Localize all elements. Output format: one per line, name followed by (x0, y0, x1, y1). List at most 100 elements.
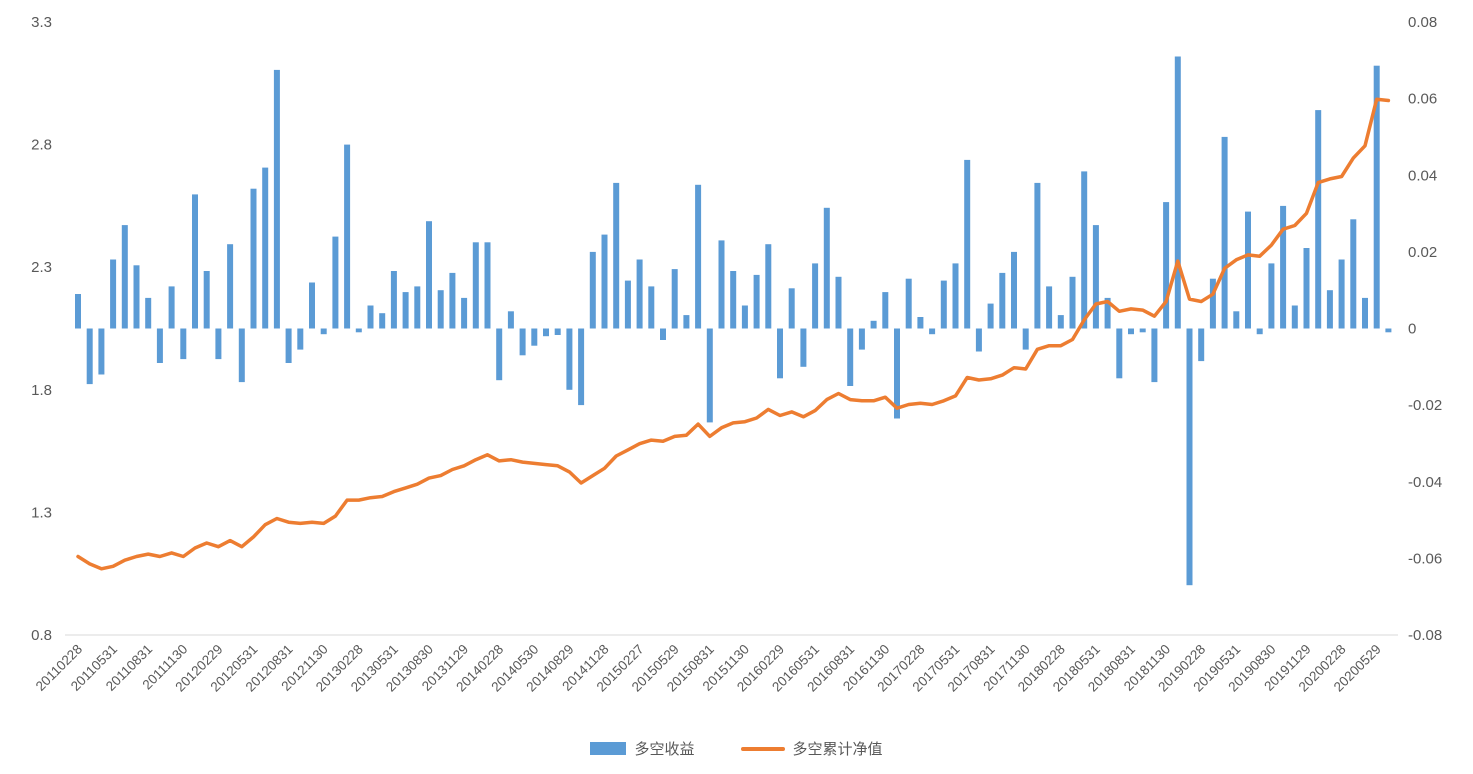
bar-40 (543, 328, 549, 337)
bar-105 (1303, 248, 1310, 329)
bar-68 (870, 320, 877, 329)
bar-103 (1280, 205, 1287, 329)
bar-62 (800, 328, 807, 367)
bar-89 (1116, 328, 1123, 379)
bar-75 (952, 263, 959, 329)
bar-37 (507, 311, 514, 329)
bar-15 (250, 188, 257, 329)
legend-item-line-series: 多空累计净值 (740, 738, 883, 759)
bar-57 (741, 305, 748, 329)
bar-90 (1128, 328, 1134, 335)
bar-36 (496, 328, 503, 381)
bar-98 (1221, 136, 1228, 329)
bar-109 (1350, 219, 1357, 329)
bar-67 (858, 328, 865, 350)
bar-0 (75, 294, 81, 329)
bar-5 (133, 265, 140, 329)
bar-46 (613, 182, 620, 329)
bar-31 (437, 290, 444, 329)
bar-87 (1092, 225, 1099, 329)
bar-21 (320, 328, 327, 335)
left-axis-tick-label: 1.8 (31, 382, 52, 399)
bar-38 (519, 328, 526, 356)
bar-33 (461, 297, 468, 329)
bar-55 (718, 240, 725, 329)
bar-100 (1245, 211, 1251, 329)
bar-86 (1081, 171, 1088, 329)
bar-53 (695, 184, 702, 329)
bar-4 (121, 225, 128, 329)
bar-59 (765, 244, 772, 329)
bar-81 (1022, 328, 1029, 350)
bar-48 (636, 259, 643, 329)
right-axis-tick-label: 0.08 (1408, 14, 1437, 31)
bar-99 (1233, 311, 1240, 329)
left-axis-tick-label: 2.8 (31, 137, 52, 154)
left-axis-tick-label: 2.3 (31, 259, 52, 276)
bar-20 (309, 282, 315, 329)
legend-label-line-series: 多空累计净值 (792, 741, 883, 758)
bar-35 (484, 242, 491, 329)
legend: 多空收益 多空累计净值 (0, 738, 1473, 759)
bar-26 (379, 313, 386, 329)
bar-56 (730, 271, 737, 329)
bar-79 (999, 272, 1006, 329)
bar-104 (1291, 305, 1298, 329)
bar-51 (671, 269, 678, 329)
bar-39 (531, 328, 538, 346)
right-axis-tick-label: 0.04 (1408, 167, 1437, 184)
bar-77 (975, 328, 982, 352)
bar-52 (683, 315, 690, 329)
bar-23 (344, 144, 351, 329)
bar-49 (648, 286, 655, 329)
bar-101 (1256, 328, 1263, 335)
right-axis-tick-label: -0.02 (1408, 397, 1442, 414)
bar-85 (1069, 276, 1076, 329)
right-axis-tick-label: 0.06 (1408, 91, 1437, 108)
bar-50 (660, 328, 666, 340)
bar-1 (86, 328, 93, 385)
bar-58 (753, 274, 760, 329)
right-axis-tick-label: 0.02 (1408, 244, 1437, 261)
bar-12 (215, 328, 222, 360)
line-series-swatch-icon (740, 746, 785, 751)
bar-9 (180, 328, 187, 360)
bar-8 (168, 286, 175, 329)
bar-110 (1362, 297, 1368, 329)
bar-94 (1174, 56, 1181, 329)
legend-label-bar-series: 多空收益 (634, 741, 695, 758)
bar-47 (624, 280, 631, 329)
bar-18 (285, 328, 292, 363)
bar-92 (1151, 328, 1158, 383)
bar-60 (777, 328, 783, 379)
bar-111 (1373, 65, 1380, 329)
bar-72 (917, 317, 924, 329)
bar-24 (355, 328, 362, 333)
bar-93 (1163, 202, 1170, 329)
bar-10 (192, 194, 198, 329)
bar-11 (203, 271, 210, 329)
bar-71 (905, 278, 912, 329)
bar-32 (449, 272, 456, 329)
right-axis-tick-label: -0.06 (1408, 550, 1442, 567)
bar-64 (823, 207, 830, 329)
bar-82 (1034, 182, 1041, 329)
bar-106 (1315, 110, 1322, 329)
bar-61 (788, 288, 795, 329)
bar-22 (332, 236, 339, 329)
bar-74 (940, 280, 947, 329)
bar-6 (145, 297, 152, 329)
bar-27 (390, 271, 397, 329)
bar-102 (1268, 263, 1275, 329)
left-axis-tick-label: 0.8 (31, 627, 52, 644)
bar-97 (1209, 278, 1216, 329)
cumulative-net-value-line (76, 97, 1391, 571)
bar-43 (578, 328, 585, 406)
bar-54 (706, 328, 713, 423)
bar-108 (1338, 259, 1345, 329)
bar-19 (297, 328, 304, 350)
bar-34 (472, 242, 479, 329)
bar-84 (1057, 315, 1064, 329)
bar-112 (1385, 328, 1392, 333)
